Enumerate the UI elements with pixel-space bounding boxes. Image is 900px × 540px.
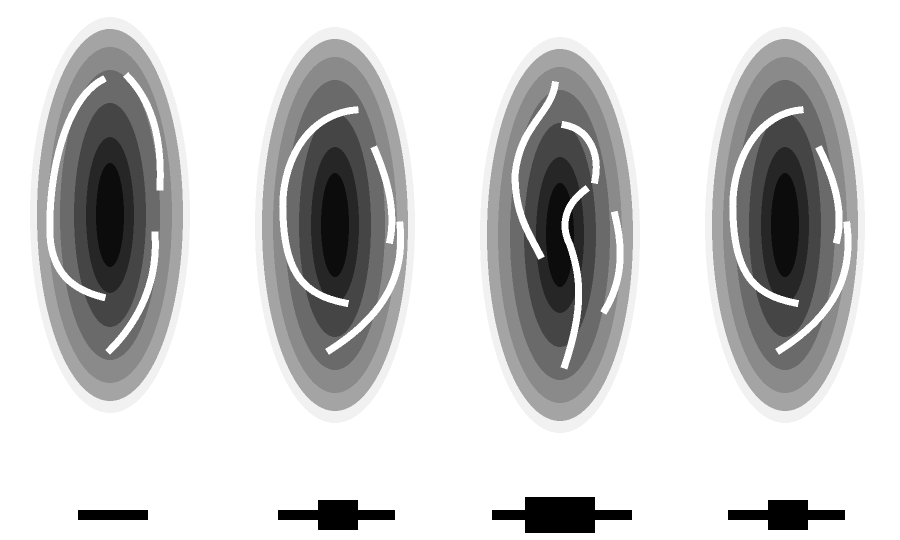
blob-3 xyxy=(480,37,640,433)
bar-symbol xyxy=(278,500,395,530)
bar-symbols xyxy=(78,497,845,533)
blob-2 xyxy=(255,27,415,423)
blob-4 xyxy=(705,27,865,423)
bar-symbol xyxy=(492,497,632,533)
bar-symbol xyxy=(728,500,845,530)
blob-1 xyxy=(30,17,190,413)
bar-symbol xyxy=(78,510,148,520)
